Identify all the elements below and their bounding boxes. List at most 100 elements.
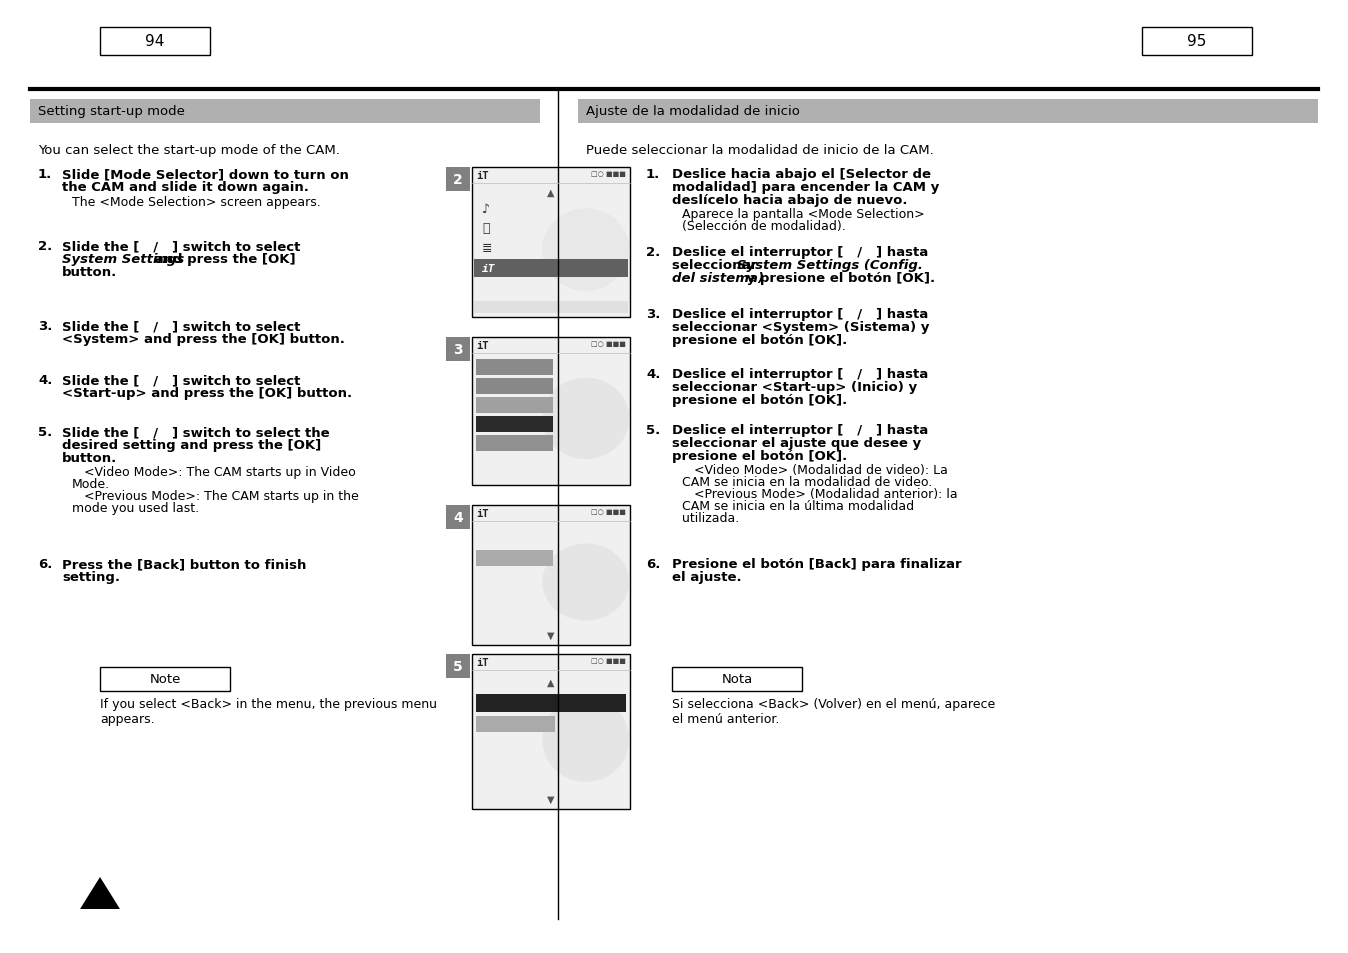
- Text: Deslice el interruptor [   /   ] hasta: Deslice el interruptor [ / ] hasta: [673, 423, 929, 436]
- Text: the CAM and slide it down again.: the CAM and slide it down again.: [62, 181, 309, 193]
- Text: ▼: ▼: [547, 794, 555, 804]
- Bar: [472, 168, 630, 317]
- Text: Slide the [   /   ] switch to select the: Slide the [ / ] switch to select the: [62, 426, 330, 438]
- Text: □○ ■■■: □○ ■■■: [592, 658, 625, 663]
- Text: iT: iT: [476, 509, 488, 518]
- Text: 95: 95: [1188, 34, 1206, 50]
- Text: desired setting and press the [OK]: desired setting and press the [OK]: [62, 438, 321, 452]
- Text: Ajuste de la modalidad de inicio: Ajuste de la modalidad de inicio: [586, 106, 799, 118]
- Bar: [100, 667, 231, 691]
- Text: seleccionar: seleccionar: [673, 258, 762, 272]
- Text: button.: button.: [62, 452, 117, 464]
- Text: 6.: 6.: [646, 558, 661, 571]
- Bar: [474, 260, 628, 277]
- Text: y presione el botón [OK].: y presione el botón [OK].: [741, 272, 936, 285]
- Text: Slide the [   /   ] switch to select: Slide the [ / ] switch to select: [62, 319, 301, 333]
- Text: utilizada.: utilizada.: [682, 512, 739, 524]
- Text: <Video Mode>: The CAM starts up in Video: <Video Mode>: The CAM starts up in Video: [71, 465, 356, 478]
- Text: presione el botón [OK].: presione el botón [OK].: [673, 334, 848, 347]
- Text: 6.: 6.: [38, 558, 53, 571]
- Bar: [476, 436, 553, 452]
- Bar: [472, 337, 630, 485]
- Text: (Selección de modalidad).: (Selección de modalidad).: [682, 220, 845, 233]
- Text: Press the [Back] button to finish: Press the [Back] button to finish: [62, 558, 306, 571]
- Text: Note: Note: [150, 673, 181, 686]
- Text: Slide the [   /   ] switch to select: Slide the [ / ] switch to select: [62, 374, 301, 387]
- Text: 1.: 1.: [38, 168, 53, 181]
- Bar: [472, 505, 630, 645]
- Text: iT: iT: [476, 658, 488, 667]
- Text: Deslice el interruptor [   /   ] hasta: Deslice el interruptor [ / ] hasta: [673, 368, 929, 380]
- Text: □○ ■■■: □○ ■■■: [592, 340, 625, 347]
- Text: del sistema): del sistema): [673, 272, 764, 285]
- Text: iT: iT: [483, 264, 496, 274]
- Text: ▲: ▲: [547, 678, 555, 687]
- Ellipse shape: [542, 697, 630, 782]
- Bar: [446, 655, 470, 679]
- Bar: [1142, 28, 1252, 56]
- Bar: [446, 505, 470, 530]
- Text: seleccionar <Start-up> (Inicio) y: seleccionar <Start-up> (Inicio) y: [673, 380, 917, 394]
- Text: 2.: 2.: [646, 246, 661, 258]
- Text: el ajuste.: el ajuste.: [673, 571, 741, 583]
- Text: 3.: 3.: [646, 308, 661, 320]
- Bar: [476, 378, 553, 395]
- Text: modalidad] para encender la CAM y: modalidad] para encender la CAM y: [673, 181, 940, 193]
- Text: <System> and press the [OK] button.: <System> and press the [OK] button.: [62, 333, 345, 346]
- Text: Mode.: Mode.: [71, 477, 111, 491]
- Bar: [446, 168, 470, 192]
- Bar: [578, 100, 1318, 124]
- Bar: [472, 655, 630, 809]
- Bar: [476, 695, 625, 712]
- Text: mode you used last.: mode you used last.: [71, 501, 200, 515]
- Text: Deslice el interruptor [   /   ] hasta: Deslice el interruptor [ / ] hasta: [673, 308, 929, 320]
- Bar: [446, 337, 470, 361]
- Text: You can select the start-up mode of the CAM.: You can select the start-up mode of the …: [38, 144, 340, 157]
- Text: 94: 94: [146, 34, 164, 50]
- Text: 2.: 2.: [38, 240, 53, 253]
- Text: iT: iT: [476, 171, 488, 181]
- Text: seleccionar <System> (Sistema) y: seleccionar <System> (Sistema) y: [673, 320, 929, 334]
- Text: setting.: setting.: [62, 571, 120, 583]
- Text: CAM se inicia en la modalidad de video.: CAM se inicia en la modalidad de video.: [682, 476, 933, 489]
- Text: 4.: 4.: [646, 368, 661, 380]
- Text: Si selecciona <Back> (Volver) en el menú, aparece
el menú anterior.: Si selecciona <Back> (Volver) en el menú…: [673, 698, 995, 725]
- Text: □○ ■■■: □○ ■■■: [592, 171, 625, 177]
- Ellipse shape: [542, 209, 630, 292]
- Bar: [30, 100, 541, 124]
- Text: <Previous Mode>: The CAM starts up in the: <Previous Mode>: The CAM starts up in th…: [71, 490, 359, 502]
- Text: Slide the [   /   ] switch to select: Slide the [ / ] switch to select: [62, 240, 301, 253]
- Polygon shape: [80, 877, 120, 909]
- Bar: [476, 717, 555, 732]
- Text: 1.: 1.: [646, 168, 661, 181]
- Text: ▲: ▲: [547, 188, 555, 198]
- Text: and press the [OK]: and press the [OK]: [150, 253, 295, 266]
- Text: Slide [Mode Selector] down to turn on: Slide [Mode Selector] down to turn on: [62, 168, 349, 181]
- Text: presione el botón [OK].: presione el botón [OK].: [673, 394, 848, 407]
- Text: 4: 4: [453, 511, 462, 524]
- Ellipse shape: [542, 544, 630, 620]
- Bar: [474, 302, 628, 314]
- Bar: [476, 359, 553, 375]
- Text: iT: iT: [476, 340, 488, 351]
- Text: 🎤: 🎤: [483, 222, 489, 235]
- Bar: [673, 667, 802, 691]
- Bar: [476, 397, 553, 414]
- Text: □○ ■■■: □○ ■■■: [592, 509, 625, 515]
- Text: Puede seleccionar la modalidad de inicio de la CAM.: Puede seleccionar la modalidad de inicio…: [586, 144, 934, 157]
- Text: ≣: ≣: [483, 242, 492, 255]
- Text: ♪: ♪: [483, 202, 491, 215]
- Bar: [476, 551, 553, 566]
- Text: 2: 2: [453, 172, 462, 187]
- Text: 4.: 4.: [38, 374, 53, 387]
- Text: button.: button.: [62, 266, 117, 278]
- Text: presione el botón [OK].: presione el botón [OK].: [673, 450, 848, 462]
- Text: System Settings (Config.: System Settings (Config.: [737, 258, 923, 272]
- Text: <Previous Mode> (Modalidad anterior): la: <Previous Mode> (Modalidad anterior): la: [682, 488, 957, 500]
- Text: 5: 5: [453, 659, 462, 673]
- Text: Setting start-up mode: Setting start-up mode: [38, 106, 185, 118]
- Text: Deslice hacia abajo el [Selector de: Deslice hacia abajo el [Selector de: [673, 168, 931, 181]
- Text: System Settings: System Settings: [62, 253, 185, 266]
- Text: Aparece la pantalla <Mode Selection>: Aparece la pantalla <Mode Selection>: [682, 208, 925, 221]
- Text: 3: 3: [453, 343, 462, 356]
